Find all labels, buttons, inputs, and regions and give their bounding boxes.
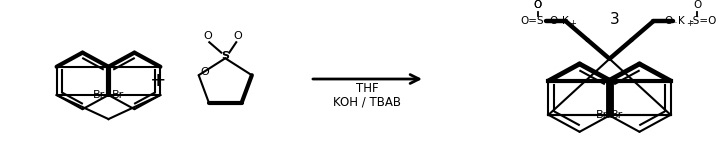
Text: O: O <box>203 31 212 41</box>
Text: -S=O: -S=O <box>690 16 717 26</box>
Text: +: + <box>686 19 693 28</box>
Text: Br: Br <box>595 110 608 120</box>
Text: O=S: O=S <box>520 16 544 26</box>
Text: ⁻: ⁻ <box>558 19 563 28</box>
Text: +: + <box>150 71 167 90</box>
Text: K: K <box>678 16 685 26</box>
Text: 3: 3 <box>610 12 619 27</box>
Text: Br: Br <box>112 90 123 100</box>
Text: -O: -O <box>547 16 559 26</box>
Text: O: O <box>534 0 542 10</box>
Text: ⁻: ⁻ <box>672 19 677 28</box>
Text: +: + <box>570 19 576 28</box>
Text: O: O <box>200 67 209 77</box>
Text: THF: THF <box>356 82 379 95</box>
Text: O: O <box>234 31 242 41</box>
Text: Br: Br <box>611 110 624 120</box>
Text: K: K <box>562 16 568 26</box>
Text: KOH / TBAB: KOH / TBAB <box>333 95 401 108</box>
Text: Br: Br <box>93 90 105 100</box>
Text: S: S <box>221 51 229 61</box>
Text: O: O <box>693 0 701 10</box>
Text: O: O <box>534 0 542 10</box>
Text: O: O <box>664 16 672 26</box>
